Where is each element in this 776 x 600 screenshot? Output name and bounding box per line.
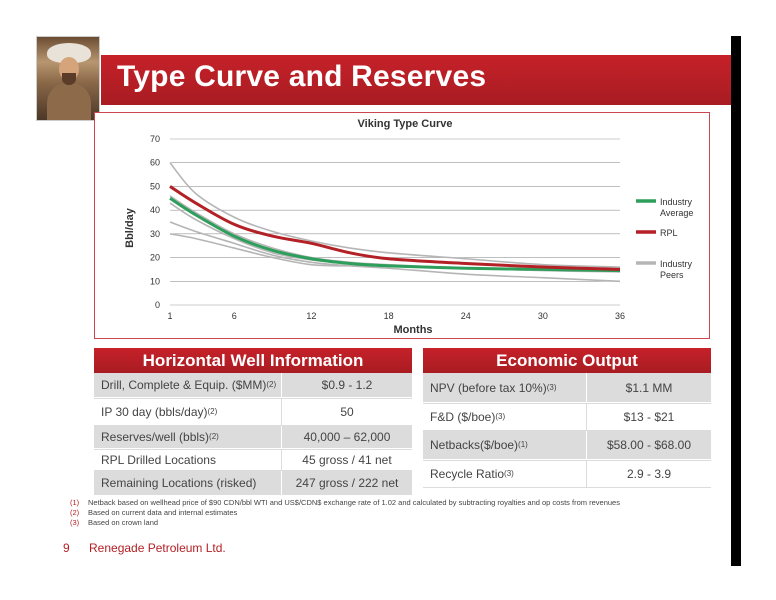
legend-label: Industry (660, 259, 693, 269)
well-info-row: Remaining Locations (risked) 247 gross / … (94, 471, 412, 496)
economic-label: Netbacks($/boe) (1) (423, 431, 587, 459)
type-curve-chart: Viking Type Curve 0 10 20 30 40 50 60 70 1 6 12 18 24… (94, 112, 710, 339)
x-axis-label: Months (393, 324, 432, 336)
economic-output-table: Economic Output NPV (before tax 10%) (3) $… (423, 348, 711, 488)
x-tick-label: 18 (384, 311, 394, 321)
x-tick-label: 1 (167, 311, 172, 321)
well-info-value: 45 gross / 41 net (302, 453, 392, 467)
footnote: (1) Netback based on wellhead price of $9… (70, 498, 620, 507)
y-tick-label: 70 (150, 134, 160, 144)
y-tick-label: 30 (150, 229, 160, 239)
well-info-value: 247 gross / 222 net (295, 476, 399, 490)
economic-row: NPV (before tax 10%) (3) $1.1 MM (423, 373, 711, 403)
economic-label: Recycle Ratio (3) (423, 461, 587, 487)
x-tick-label: 30 (538, 311, 548, 321)
legend-label: RPL (660, 228, 678, 238)
economic-value: 2.9 - 3.9 (626, 467, 672, 481)
well-info-row: Drill, Complete & Equip. ($MM) (2) $0.9 - … (94, 373, 412, 398)
chart-svg: Viking Type Curve 0 10 20 30 40 50 60 70 1 6 12 18 24… (124, 118, 693, 336)
title-banner: Type Curve and Reserves (101, 55, 737, 105)
legend-label: Peers (660, 270, 684, 280)
x-tick-label: 24 (461, 311, 471, 321)
y-tick-label: 10 (150, 276, 160, 286)
y-tick-label: 0 (155, 300, 160, 310)
x-tick-label: 36 (615, 311, 625, 321)
well-info-row: Reserves/well (bbls) (2) 40,000 – 62,000 (94, 426, 412, 449)
well-info-label: IP 30 day (bbls/day) (2) (94, 399, 282, 425)
well-info-value: 40,000 – 62,000 (303, 430, 391, 444)
series-line-peer (169, 221, 621, 283)
economic-value: $58.00 - $68.00 (606, 438, 692, 452)
well-info-label: RPL Drilled Locations (94, 450, 282, 470)
footnote: (2) Based on current data and internal es… (70, 508, 238, 517)
well-info-value: 50 (340, 405, 354, 419)
right-edge-bar (731, 36, 741, 566)
economic-row: F&D ($/boe) (3) $13 - $21 (423, 403, 711, 431)
legend-label: Industry (660, 197, 693, 207)
well-info-row: RPL Drilled Locations 45 gross / 41 net (94, 449, 412, 471)
well-info-heading: Horizontal Well Information (94, 348, 412, 373)
y-tick-label: 20 (150, 253, 160, 263)
x-tick-label: 6 (232, 311, 237, 321)
x-tick-label: 12 (306, 311, 316, 321)
series-line-industry-average (169, 197, 621, 273)
series-line-industry-peers (169, 162, 621, 268)
economic-label: NPV (before tax 10%) (3) (423, 373, 587, 402)
economic-row: Netbacks($/boe) (1) $58.00 - $68.00 (423, 431, 711, 460)
page-title: Type Curve and Reserves (117, 60, 487, 93)
well-info-label: Reserves/well (bbls) (2) (94, 426, 282, 448)
chart-title: Viking Type Curve (358, 118, 453, 130)
legend-label: Average (660, 208, 693, 218)
economic-label: F&D ($/boe) (3) (423, 404, 587, 430)
company-name: Renegade Petroleum Ltd. (89, 541, 226, 555)
page-number: 9 (63, 541, 70, 555)
economic-value: $13 - $21 (623, 410, 675, 424)
well-info-label: Remaining Locations (risked) (94, 471, 282, 495)
y-tick-label: 60 (150, 158, 160, 168)
economic-output-heading: Economic Output (423, 348, 711, 373)
series-line-rpl (169, 185, 621, 271)
well-info-table: Horizontal Well Information Drill, Compl… (94, 348, 412, 496)
y-tick-label: 40 (150, 205, 160, 215)
y-axis-label: Bbl/day (124, 207, 136, 248)
footnote: (3) Based on crown land (70, 518, 159, 527)
economic-value: $1.1 MM (625, 380, 673, 395)
well-info-row: IP 30 day (bbls/day) (2) 50 (94, 398, 412, 426)
well-info-value: $0.9 - 1.2 (321, 378, 373, 392)
economic-row: Recycle Ratio (3) 2.9 - 3.9 (423, 460, 711, 488)
company-logo-image (36, 36, 100, 121)
y-tick-label: 50 (150, 181, 160, 191)
well-info-label: Drill, Complete & Equip. ($MM) (2) (94, 373, 282, 397)
